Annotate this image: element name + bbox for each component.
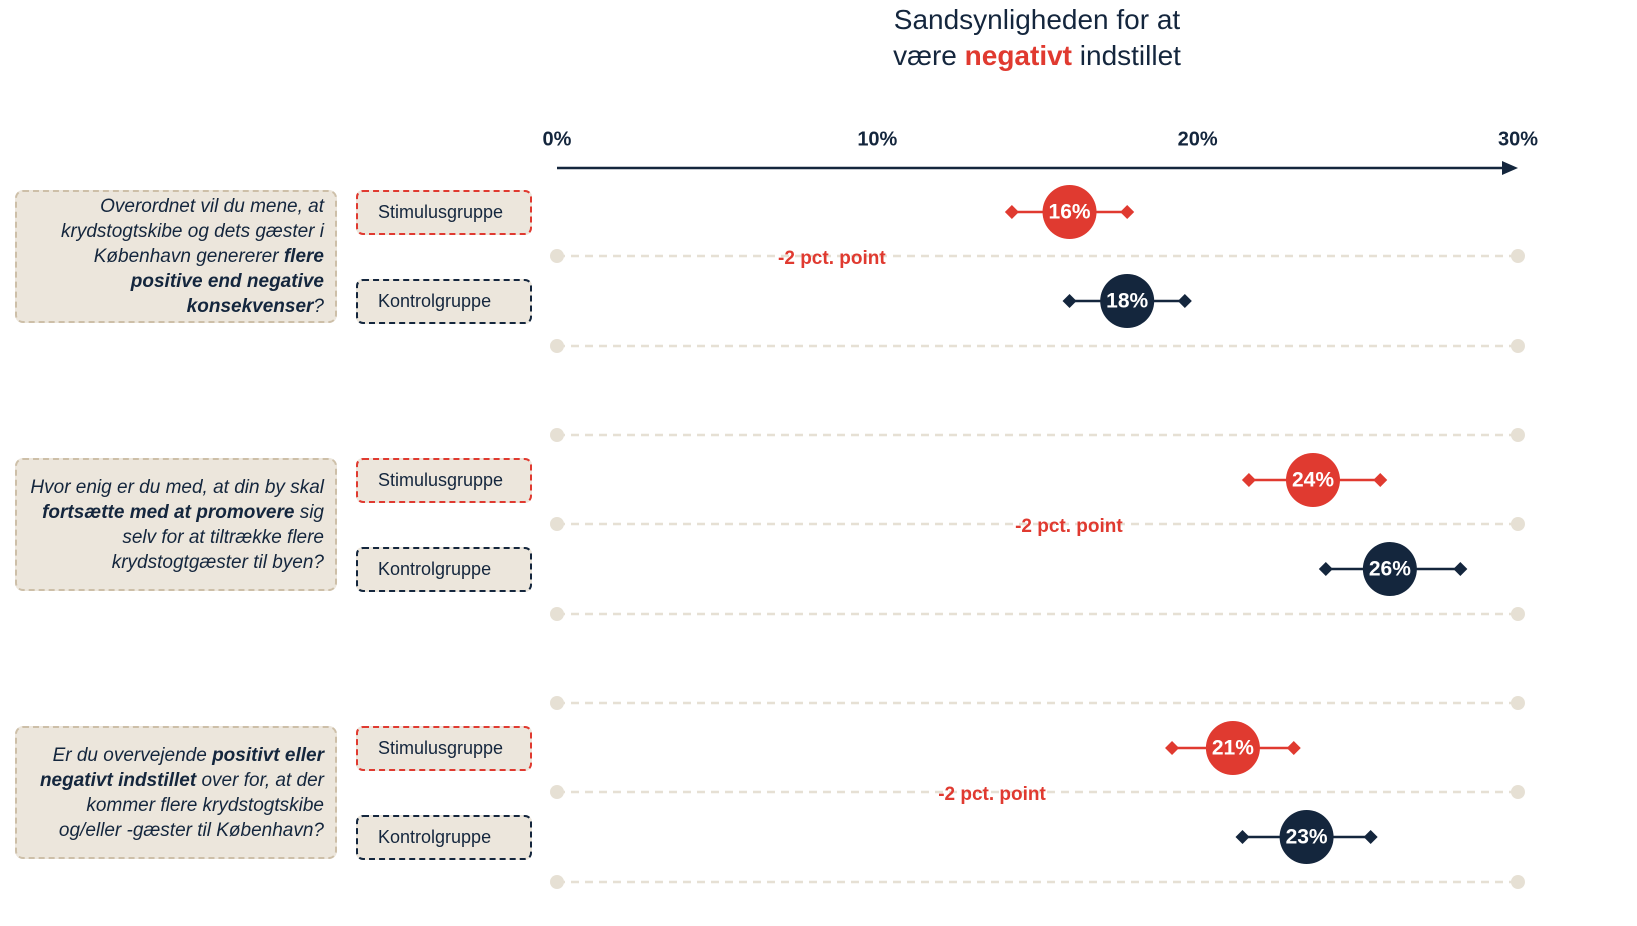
separator-dot: [550, 249, 564, 263]
group-label-text: Kontrolgruppe: [378, 291, 492, 311]
separator-dot: [1511, 428, 1525, 442]
point: [1279, 810, 1334, 864]
separator-dot: [550, 428, 564, 442]
group-label-text: Stimulusgruppe: [378, 470, 504, 490]
value-label: 18%: [1106, 290, 1148, 313]
error-cap: [1062, 294, 1077, 308]
separator-dot: [1511, 249, 1525, 263]
x-tick-label: 0%: [543, 128, 572, 150]
x-tick-label: 20%: [1178, 128, 1218, 150]
title-segment: Sandsynligheden for at: [893, 4, 1181, 35]
title-segment: være: [893, 40, 965, 71]
separator-dot: [550, 339, 564, 353]
axis-arrow: [1502, 161, 1518, 175]
group-label-text: Kontrolgruppe: [378, 827, 492, 847]
separator-dot: [550, 696, 564, 710]
error-cap: [1177, 294, 1192, 308]
value-label: 24%: [1292, 469, 1334, 492]
x-tick-label: 10%: [857, 128, 897, 150]
group-label: Stimulusgruppe: [356, 458, 532, 503]
value-label: 26%: [1369, 558, 1411, 581]
separator-dot: [550, 517, 564, 531]
point: [1042, 185, 1097, 239]
question-box: Overordnet vil du mene, at krydstogtskib…: [15, 190, 337, 323]
value-label: 21%: [1212, 737, 1254, 760]
error-cap: [1004, 205, 1019, 219]
chart-title: Sandsynligheden for at være negativt inds…: [837, 2, 1237, 74]
value-label: 23%: [1286, 826, 1328, 849]
error-cap: [1120, 205, 1135, 219]
separator-dot: [550, 607, 564, 621]
point: [1205, 721, 1260, 775]
error-cap: [1235, 830, 1250, 844]
separator-dot: [1511, 517, 1525, 531]
question-text: Overordnet vil du mene, at krydstogtskib…: [28, 194, 324, 319]
question-segment: fortsætte med at promovere: [42, 501, 295, 523]
separator-dot: [1511, 607, 1525, 621]
question-segment: over for, at der kommer flere krydstogts…: [58, 769, 330, 841]
question-text: Hvor enig er du med, at din by skal fort…: [28, 475, 324, 575]
group-label: Kontrolgruppe: [356, 815, 532, 860]
point: [1100, 274, 1155, 328]
error-cap: [1373, 473, 1388, 487]
group-label-text: Stimulusgruppe: [378, 202, 504, 222]
question-segment: Overordnet vil du mene, at krydstogtskib…: [61, 196, 330, 267]
group-label: Kontrolgruppe: [356, 279, 532, 324]
error-cap: [1165, 741, 1180, 755]
difference-label: -2 pct. point: [938, 784, 1046, 805]
error-cap: [1363, 830, 1378, 844]
separator-dot: [1511, 339, 1525, 353]
group-label-text: Stimulusgruppe: [378, 738, 504, 758]
error-cap: [1318, 562, 1333, 576]
error-cap: [1286, 741, 1301, 755]
difference-label: -2 pct. point: [778, 248, 886, 269]
question-box: Er du overvejende positivt eller negativ…: [15, 726, 337, 859]
title-line: være negativt indstillet: [837, 38, 1237, 74]
question-segment: positivt eller negativt indstillet: [39, 744, 330, 791]
question-segment: flere positive end negative konsekvenser: [130, 246, 330, 317]
separator-dot: [1511, 785, 1525, 799]
question-segment: Er du overvejende: [52, 744, 213, 766]
difference-label: -2 pct. point: [1015, 516, 1123, 537]
question-segment: Hvor enig er du med, at din by skal: [30, 476, 330, 498]
group-label-text: Kontrolgruppe: [378, 559, 492, 579]
question-segment: ?: [313, 296, 324, 317]
question-box: Hvor enig er du med, at din by skal fort…: [15, 458, 337, 591]
separator-dot: [1511, 696, 1525, 710]
separator-dot: [550, 785, 564, 799]
point: [1362, 542, 1417, 596]
group-label: Kontrolgruppe: [356, 547, 532, 592]
question-text: Er du overvejende positivt eller negativ…: [28, 743, 324, 843]
separator-dot: [1511, 875, 1525, 889]
x-tick-label: 30%: [1498, 128, 1538, 150]
value-label: 16%: [1049, 201, 1091, 224]
title-segment: indstillet: [1072, 40, 1181, 71]
group-label: Stimulusgruppe: [356, 190, 532, 235]
separator-dot: [550, 875, 564, 889]
group-label: Stimulusgruppe: [356, 726, 532, 771]
question-segment: sig selv for at tiltrække flere krydstog…: [111, 501, 330, 573]
title-line: Sandsynligheden for at: [837, 2, 1237, 38]
title-segment: negativt: [964, 40, 1072, 71]
error-cap: [1453, 562, 1468, 576]
point: [1285, 453, 1340, 507]
error-cap: [1241, 473, 1256, 487]
